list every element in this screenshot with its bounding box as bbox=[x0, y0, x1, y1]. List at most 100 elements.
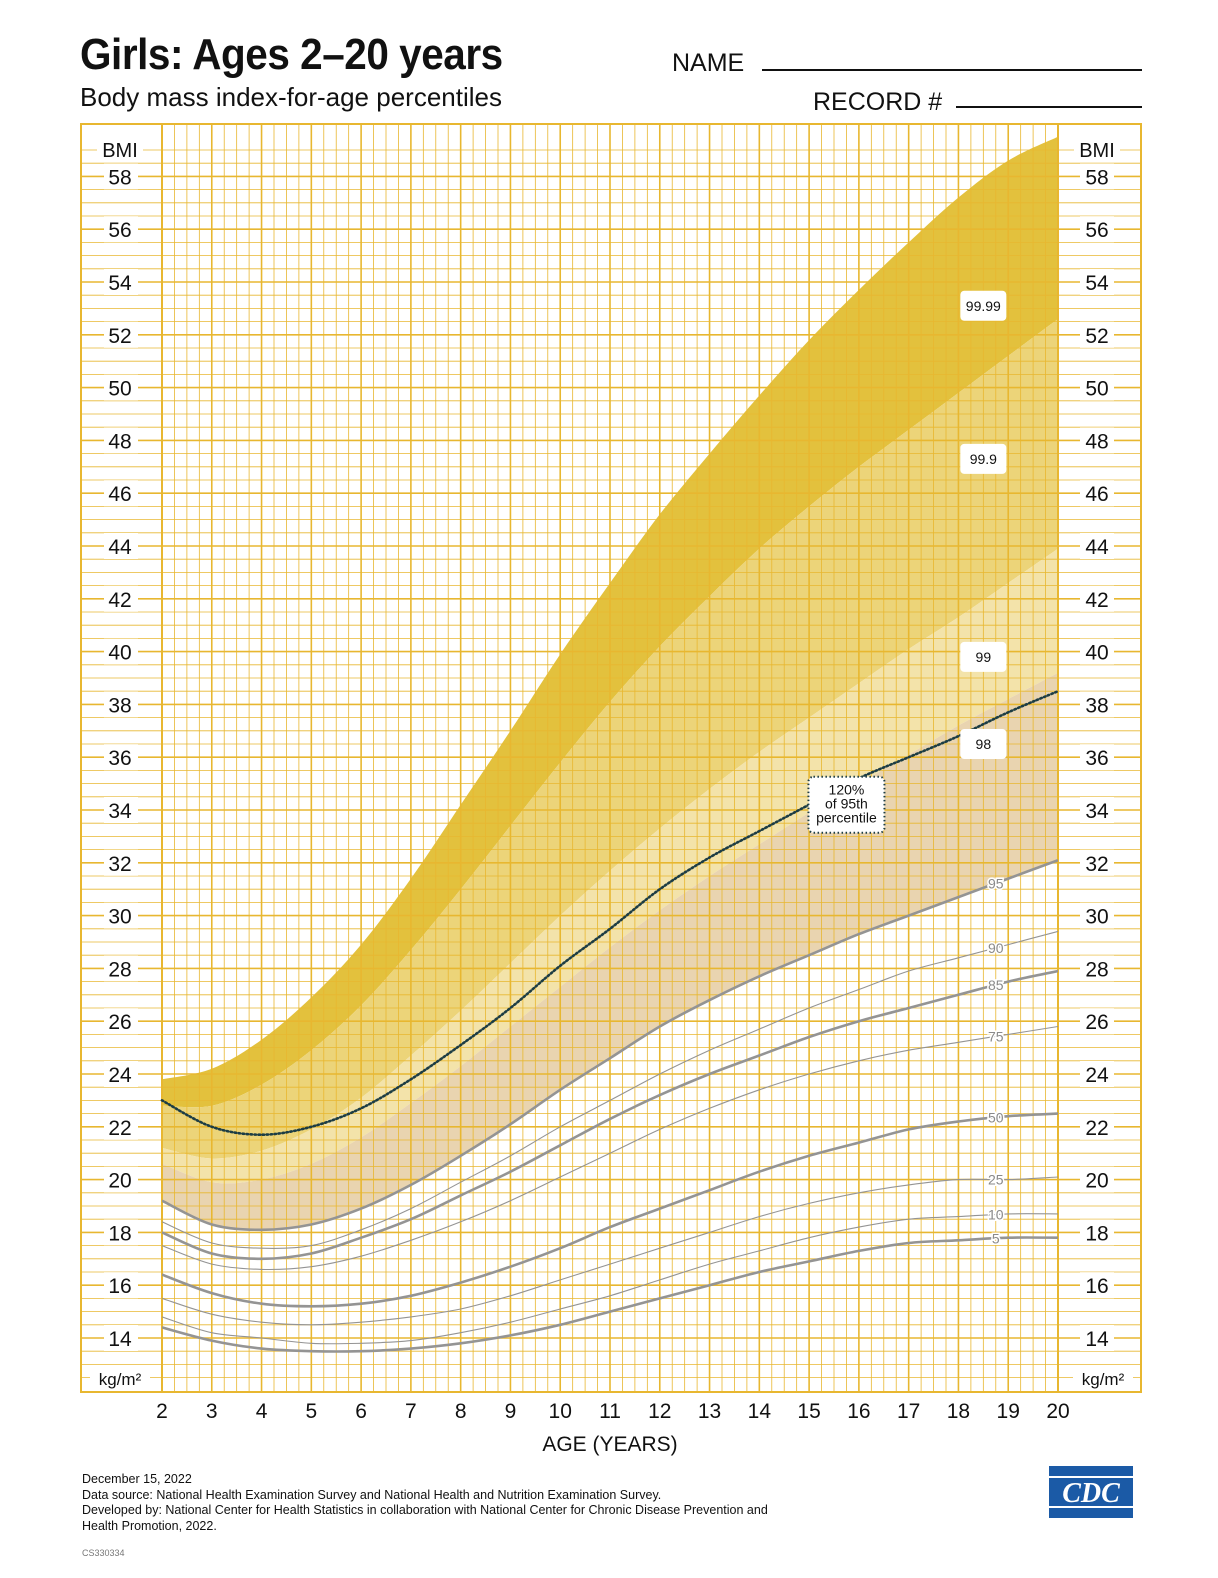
ytick-right: 28 bbox=[1085, 958, 1108, 981]
band-label-box-99 bbox=[960, 641, 1007, 672]
footer-developed: Developed by: National Center for Health… bbox=[82, 1503, 768, 1517]
ytick-bg-left bbox=[104, 1272, 138, 1299]
cdc-logo-text: CDC bbox=[1062, 1478, 1120, 1509]
ytick-right: 40 bbox=[1085, 642, 1108, 665]
ytick-bg-right bbox=[1080, 849, 1114, 876]
xtick-label: 16 bbox=[847, 1400, 870, 1423]
percentile-curve-90 bbox=[162, 930, 1058, 1249]
percentile-label-75: 75 bbox=[988, 1028, 1004, 1044]
ytick-right: 44 bbox=[1085, 536, 1109, 559]
dotted-label-line2: of 95th bbox=[825, 796, 868, 812]
ytick-bg-right bbox=[1080, 744, 1114, 771]
xtick-label: 17 bbox=[897, 1400, 920, 1423]
ytick-left: 58 bbox=[108, 166, 131, 189]
ytick-left: 42 bbox=[108, 589, 131, 612]
ytick-left: 48 bbox=[108, 430, 131, 453]
xtick-label: 4 bbox=[256, 1400, 268, 1423]
bmi-label-right: BMI bbox=[1079, 140, 1115, 162]
ytick-bg-right bbox=[1080, 374, 1114, 401]
ytick-left: 32 bbox=[108, 853, 131, 876]
ytick-bg-left bbox=[104, 163, 138, 190]
ytick-left: 20 bbox=[108, 1170, 131, 1193]
ytick-right: 32 bbox=[1085, 853, 1108, 876]
ytick-left: 18 bbox=[108, 1222, 131, 1245]
ytick-bg-left bbox=[104, 216, 138, 243]
ytick-left: 14 bbox=[108, 1328, 132, 1351]
ytick-right: 46 bbox=[1085, 483, 1108, 506]
record-label: RECORD # bbox=[813, 88, 943, 116]
ytick-bg-right bbox=[1080, 269, 1114, 295]
ytick-bg-right bbox=[1080, 691, 1114, 718]
ytick-right: 24 bbox=[1085, 1064, 1109, 1087]
ytick-bg-right bbox=[1080, 797, 1114, 823]
percentile-label-90: 90 bbox=[988, 940, 1004, 956]
xtick-label: 2 bbox=[156, 1400, 168, 1423]
ytick-bg-right bbox=[1080, 533, 1114, 559]
ytick-left: 22 bbox=[108, 1117, 131, 1140]
ytick-bg-right bbox=[1080, 955, 1114, 982]
band-label-98: 98 bbox=[976, 736, 992, 752]
ytick-left: 28 bbox=[108, 958, 131, 981]
xtick-label: 9 bbox=[505, 1400, 517, 1423]
ytick-bg-left bbox=[104, 1166, 138, 1193]
bmi-label-left: BMI bbox=[102, 140, 138, 162]
ytick-bg-left bbox=[104, 955, 138, 982]
unit-label-right: kg/m² bbox=[1082, 1370, 1125, 1389]
x-axis-title: AGE (YEARS) bbox=[542, 1433, 677, 1456]
ytick-left: 26 bbox=[108, 1011, 131, 1034]
ytick-bg-right bbox=[1080, 216, 1114, 243]
document-code: CS330334 bbox=[82, 1548, 125, 1558]
ytick-bg-left bbox=[104, 1219, 138, 1246]
ytick-right: 38 bbox=[1085, 694, 1108, 717]
ytick-bg-left bbox=[104, 1113, 138, 1140]
percentile-curve-10 bbox=[162, 1213, 1058, 1345]
unit-label-bg-left bbox=[90, 1367, 150, 1389]
bmi-label-bg-right bbox=[1074, 137, 1120, 161]
name-label: NAME bbox=[672, 49, 745, 77]
ytick-bg-right bbox=[1080, 480, 1114, 507]
ytick-right: 26 bbox=[1085, 1011, 1108, 1034]
record-number-field[interactable] bbox=[956, 106, 1142, 108]
xtick-label: 8 bbox=[455, 1400, 467, 1423]
ytick-left: 38 bbox=[108, 694, 131, 717]
ytick-bg-left bbox=[104, 533, 138, 559]
band-label-box-99-99 bbox=[960, 290, 1007, 321]
percentile-label-10: 10 bbox=[988, 1207, 1004, 1223]
ytick-right: 22 bbox=[1085, 1117, 1108, 1140]
ytick-right: 58 bbox=[1085, 166, 1108, 189]
footer-date: December 15, 2022 bbox=[82, 1472, 192, 1486]
name-field[interactable] bbox=[762, 69, 1142, 71]
ytick-right: 20 bbox=[1085, 1170, 1108, 1193]
band-label-box-99-9 bbox=[960, 443, 1007, 474]
ytick-bg-right bbox=[1080, 1008, 1114, 1035]
band-label-99: 99 bbox=[976, 649, 992, 665]
ytick-bg-left bbox=[104, 269, 138, 295]
ytick-right: 34 bbox=[1085, 800, 1109, 823]
ytick-bg-left bbox=[104, 797, 138, 823]
band-label-box-98 bbox=[960, 729, 1007, 759]
ytick-right: 48 bbox=[1085, 430, 1108, 453]
ytick-right: 54 bbox=[1085, 272, 1109, 295]
ytick-bg-right bbox=[1080, 1325, 1114, 1351]
percentile-label-85: 85 bbox=[988, 977, 1004, 993]
ytick-left: 36 bbox=[108, 747, 131, 770]
unit-label-bg-right bbox=[1073, 1367, 1133, 1389]
xtick-label: 3 bbox=[206, 1400, 218, 1423]
percentile-curve-5 bbox=[162, 1236, 1058, 1353]
ytick-bg-left bbox=[104, 1061, 138, 1087]
percentile-curve-75 bbox=[162, 1025, 1058, 1271]
ytick-bg-left bbox=[104, 480, 138, 507]
xtick-label: 14 bbox=[748, 1400, 772, 1423]
xtick-label: 13 bbox=[698, 1400, 721, 1423]
ytick-left: 44 bbox=[108, 536, 132, 559]
ytick-bg-right bbox=[1080, 1219, 1114, 1246]
xtick-label: 20 bbox=[1046, 1400, 1069, 1423]
ytick-bg-left bbox=[104, 1008, 138, 1035]
ytick-right: 50 bbox=[1085, 378, 1108, 401]
ytick-bg-left bbox=[104, 849, 138, 876]
ytick-bg-left bbox=[104, 902, 138, 929]
ytick-left: 30 bbox=[108, 906, 131, 929]
ytick-left: 46 bbox=[108, 483, 131, 506]
footer-source: Data source: National Health Examination… bbox=[82, 1487, 662, 1502]
